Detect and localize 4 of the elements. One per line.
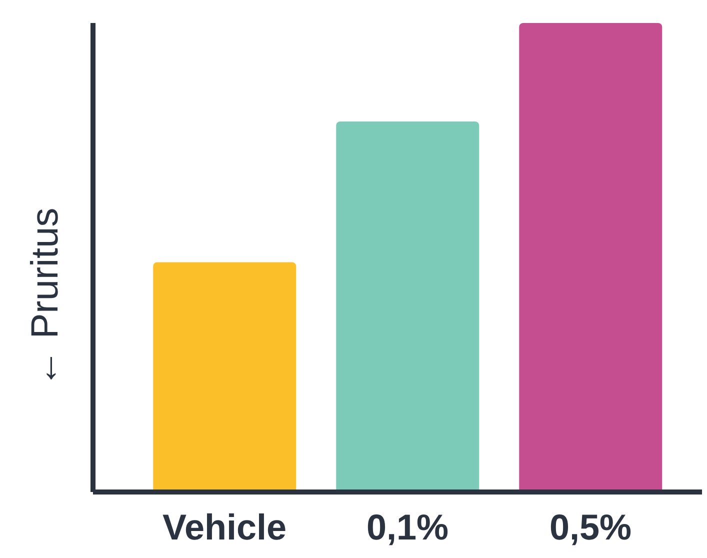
x-tick-label: 0,1%	[366, 506, 449, 548]
x-tick-label: Vehicle	[162, 506, 287, 548]
y-axis-title: ← Pruritus	[24, 208, 67, 388]
x-tick-label: 0,5%	[549, 506, 632, 548]
